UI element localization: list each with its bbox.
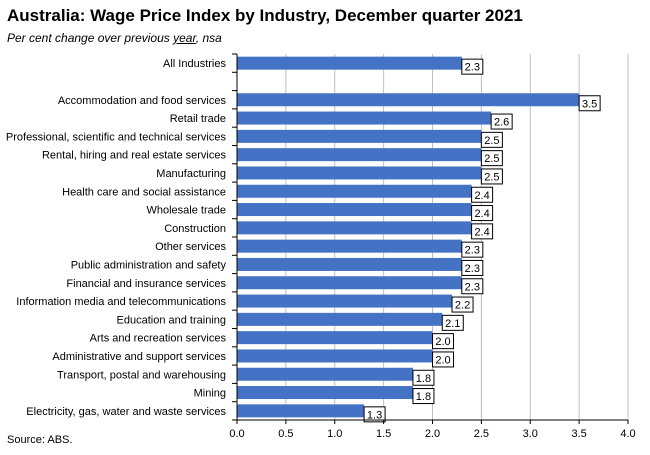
category-label: Accommodation and food services (58, 95, 227, 107)
data-label: 2.3 (465, 245, 480, 257)
data-label-box (363, 406, 386, 423)
data-label: 2.0 (435, 336, 450, 348)
bar (237, 184, 472, 198)
category-label: Wholesale trade (147, 205, 227, 217)
bar (237, 349, 433, 363)
bar (237, 276, 462, 290)
category-label: Financial and insurance services (66, 278, 226, 290)
subtitle-suffix: , nsa (195, 31, 222, 45)
x-tick-label: 3.0 (523, 428, 538, 440)
data-label: 2.5 (484, 153, 499, 165)
data-label-box (480, 150, 503, 167)
data-label-box (480, 131, 503, 148)
data-label-box (432, 333, 454, 350)
bar (237, 312, 443, 326)
data-label: 2.3 (465, 281, 480, 293)
data-label-box (490, 113, 513, 130)
data-label: 1.3 (367, 409, 382, 421)
data-label: 2.0 (435, 354, 450, 366)
data-label-box (412, 369, 435, 386)
category-label: Information media and telecommunications (16, 296, 226, 308)
source-note: Source: ABS. (7, 434, 73, 446)
data-label-box (412, 388, 435, 405)
data-label-box (461, 241, 484, 258)
chart-subtitle: Per cent change over previous year, nsa (7, 31, 222, 45)
data-label: 2.1 (445, 318, 460, 330)
bar (237, 367, 413, 381)
bar (237, 111, 492, 125)
bar (237, 166, 482, 180)
category-label: Education and training (117, 314, 226, 326)
bar (237, 404, 365, 418)
bar (237, 203, 472, 217)
bar (237, 56, 462, 70)
data-label-box (471, 205, 494, 222)
data-label: 2.4 (474, 190, 489, 202)
category-label: Other services (155, 241, 226, 253)
category-label: Health care and social assistance (62, 186, 226, 198)
category-label: Rental, hiring and real estate services (42, 150, 227, 162)
data-label: 2.5 (484, 135, 499, 147)
data-label-box (461, 278, 484, 295)
data-label-box (578, 95, 601, 112)
data-label-box (441, 314, 464, 331)
data-label: 3.5 (582, 98, 597, 110)
data-label-box (432, 351, 454, 368)
x-tick-label: 2.0 (425, 428, 440, 440)
category-label: Manufacturing (156, 168, 226, 180)
bar (237, 294, 453, 308)
data-label: 2.3 (465, 62, 480, 74)
x-tick-label: 3.5 (571, 428, 586, 440)
data-label-box (461, 58, 484, 75)
subtitle-prefix: Per cent change over previous (7, 31, 174, 45)
x-tick-label: 2.5 (474, 428, 489, 440)
data-label: 2.6 (494, 117, 509, 129)
data-label: 2.4 (474, 226, 489, 238)
x-tick-label: 0.5 (278, 428, 293, 440)
x-tick-label: 1.5 (376, 428, 391, 440)
data-label-box (480, 168, 503, 185)
data-label: 2.3 (465, 263, 480, 275)
category-label: Professional, scientific and technical s… (6, 131, 227, 143)
data-label: 2.5 (484, 171, 499, 183)
bar (237, 239, 462, 253)
category-label: All Industries (163, 58, 226, 70)
data-label: 2.4 (474, 208, 489, 220)
bar (237, 93, 580, 107)
chart-title: Australia: Wage Price Index by Industry,… (7, 6, 523, 25)
bar (237, 129, 482, 143)
category-label: Electricity, gas, water and waste servic… (26, 406, 226, 418)
data-label: 1.8 (416, 373, 431, 385)
x-tick-label: 0.0 (229, 428, 244, 440)
data-label: 1.8 (416, 391, 431, 403)
bar (237, 221, 472, 235)
bar (237, 386, 413, 400)
category-label: Public administration and safety (71, 259, 227, 271)
bar (237, 331, 433, 345)
x-tick-label: 4.0 (620, 428, 635, 440)
category-label: Administrative and support services (52, 351, 226, 363)
category-label: Arts and recreation services (90, 333, 227, 345)
category-label: Construction (164, 223, 226, 235)
bar (237, 148, 482, 162)
data-label: 2.2 (455, 300, 470, 312)
data-label-box (451, 296, 474, 313)
category-label: Transport, postal and warehousing (57, 369, 226, 381)
data-label-box (471, 186, 494, 203)
x-tick-label: 1.0 (327, 428, 342, 440)
category-label: Retail trade (170, 113, 226, 125)
bar (237, 257, 462, 271)
subtitle-underlined: year (173, 31, 196, 45)
category-label: Mining (194, 388, 226, 400)
data-label-box (461, 259, 484, 276)
data-label-box (471, 223, 494, 240)
